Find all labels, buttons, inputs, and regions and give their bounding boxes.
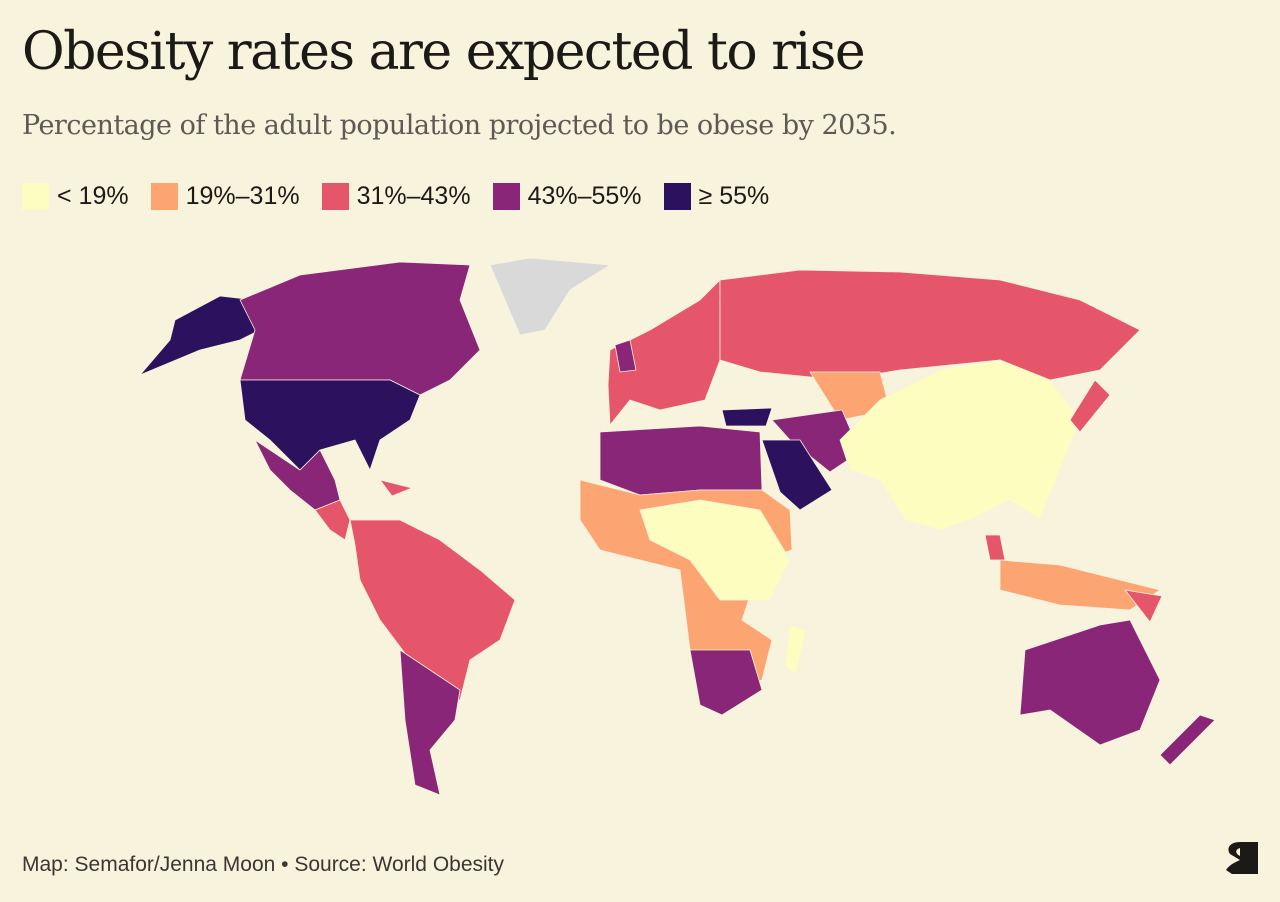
legend-item-31-43: 31%–43%	[321, 182, 471, 211]
semafor-logo-icon	[1226, 842, 1258, 874]
region-japan	[1069, 379, 1111, 433]
region-middle-east	[771, 409, 861, 473]
footer-credit: Map: Semafor/Jenna Moon • Source: World …	[22, 853, 505, 876]
region-malaysia	[984, 534, 1006, 561]
region-southern-africa	[689, 649, 763, 716]
region-united-states	[239, 379, 421, 471]
legend-label: 31%–43%	[356, 182, 471, 210]
region-new-zealand	[1159, 714, 1216, 766]
region-papua-new-guinea	[1124, 589, 1163, 623]
region-russia	[719, 269, 1141, 381]
legend-swatch	[663, 183, 691, 210]
region-greenland	[489, 257, 611, 336]
region-europe	[607, 279, 721, 426]
legend-label: ≥ 55%	[698, 182, 770, 210]
legend-item-19-31: 19%–31%	[150, 182, 300, 211]
legend: < 19% 19%–31% 31%–43% 43%–55% ≥ 55%	[22, 182, 769, 211]
world-map	[139, 257, 1216, 796]
region-central-africa	[639, 499, 791, 601]
legend-item-under-19: < 19%	[22, 182, 129, 211]
region-australia	[1019, 619, 1161, 746]
region-madagascar	[784, 624, 807, 676]
region-south-america	[349, 519, 516, 701]
region-caribbean	[379, 479, 413, 497]
legend-swatch	[321, 183, 349, 210]
legend-item-43-55: 43%–55%	[492, 182, 642, 211]
region-south-east-asia	[839, 359, 1081, 531]
legend-label: < 19%	[57, 182, 129, 210]
legend-label: 19%–31%	[185, 182, 300, 210]
region-united-kingdom	[614, 339, 637, 373]
map-title: Obesity rates are expected to rise	[22, 22, 866, 82]
legend-label: 43%–55%	[527, 182, 642, 210]
legend-swatch	[150, 183, 178, 210]
legend-swatch	[22, 183, 49, 210]
region-turkey	[721, 407, 773, 427]
region-canada	[239, 261, 481, 396]
region-north-africa	[599, 425, 763, 496]
legend-item-over-55: ≥ 55%	[663, 182, 770, 211]
region-alaska	[139, 295, 261, 376]
region-southern-cone	[399, 649, 461, 796]
legend-swatch	[492, 183, 520, 210]
region-saudi-arabia	[761, 439, 833, 511]
map-subtitle: Percentage of the adult population proje…	[22, 110, 897, 141]
region-central-america	[314, 499, 351, 541]
